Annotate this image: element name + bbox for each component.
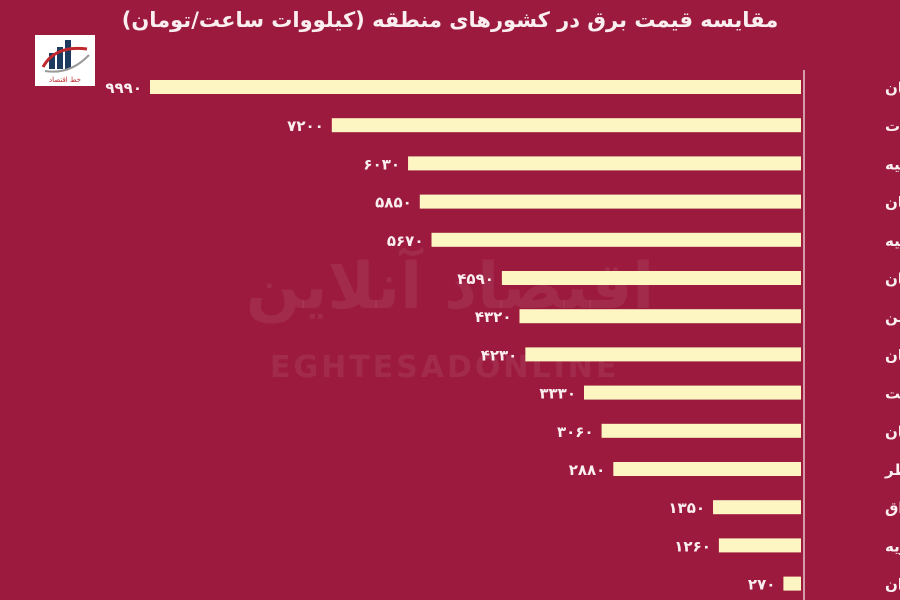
category-label: بحرین <box>885 308 900 326</box>
category-label: قطر <box>884 461 900 479</box>
category-label: کویت <box>885 385 900 403</box>
category-label: آذربایجان <box>885 346 900 364</box>
value-label: ۵۶۷۰ <box>387 232 424 250</box>
value-label: ۲۸۸۰ <box>569 461 606 479</box>
category-label: ایران <box>885 576 900 594</box>
category-label: ازبکستان <box>885 423 900 441</box>
bar <box>331 118 801 133</box>
value-label: ۶۰۳۰ <box>363 155 400 173</box>
category-label: روسیه <box>885 232 900 250</box>
value-label: ۵۸۵۰ <box>375 194 412 212</box>
value-label: ۳۰۶۰ <box>557 423 594 441</box>
value-label: ۲۷۰ <box>748 576 775 594</box>
category-label: امارات <box>885 117 900 135</box>
bar <box>613 462 801 476</box>
value-label: ۱۳۵۰ <box>668 499 705 517</box>
bar <box>584 385 801 400</box>
value-label: ۷۲۰۰ <box>287 117 324 135</box>
bar <box>501 271 801 285</box>
category-label: سوریه <box>885 537 900 555</box>
chart-title: مقایسه قیمت برق در کشورهای منطقه (کیلووا… <box>121 8 779 32</box>
bar <box>601 423 801 438</box>
category-label: عربستان <box>885 270 900 288</box>
bar <box>783 576 801 591</box>
value-label: ۱۲۶۰ <box>674 537 711 555</box>
category-label: ترکیه <box>885 155 900 173</box>
category-label: ارمنستان <box>885 79 900 97</box>
svg-text:خط اقتصاد: خط اقتصاد <box>49 76 81 84</box>
bar <box>519 309 801 324</box>
bar <box>150 80 801 94</box>
category-label: عراق <box>885 499 900 517</box>
value-label: ۴۲۳۰ <box>481 346 518 364</box>
bar <box>408 156 801 171</box>
value-label: ۳۳۳۰ <box>539 385 576 403</box>
logo: خط اقتصاد <box>35 35 95 86</box>
bar <box>718 538 801 553</box>
value-label: ۹۹۹۰ <box>105 79 142 97</box>
bar <box>713 500 801 515</box>
value-label: ۴۳۲۰ <box>475 308 512 326</box>
bar <box>419 194 801 209</box>
bar <box>525 347 801 362</box>
category-label: پاکستان <box>885 194 900 213</box>
value-label: ۴۵۹۰ <box>457 270 494 288</box>
bar <box>431 232 801 247</box>
